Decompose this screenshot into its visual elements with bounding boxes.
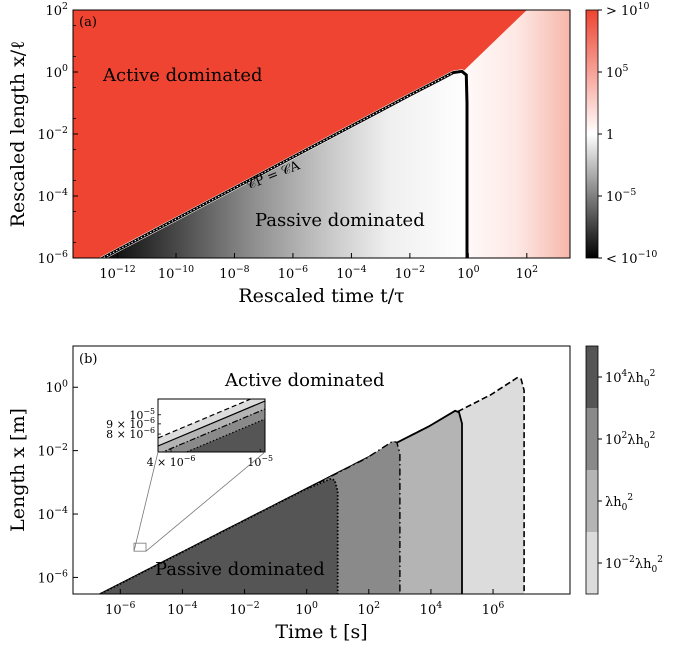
inset-zoom: 4 × 10−6 10−510−59 × 10−68 × 10−6 [106,398,273,552]
x-tick-label-b: 104 [420,600,443,618]
colorbar-tick-label-a: > 1010 [606,1,650,19]
colorbar-ticks-a: > 1010 105 1 10−5 < 10−10 [598,1,657,267]
axis-ticks-b: 10−6 10−4 10−2 100 102 104 106 10−6 10−4 10−2 100 [38,378,505,618]
inset-line [158,399,253,439]
colorbar-tick-label-a: 1 [606,128,614,143]
panel-b: 10−6 10−4 10−2 100 102 104 10610−610−410−2100 … [7,345,663,643]
colorbar-tick-label-a: 105 [606,63,629,81]
colorbar-band-b [586,346,598,408]
x-tick-label-b: 10−6 [105,600,135,618]
y-axis-label-a: Rescaled length x/ℓ [7,41,29,228]
inset-x-tick-label: 10−5 [247,454,273,469]
x-tick-label-a: 102 [516,264,539,282]
y-tick-label-b: 10−4 [38,505,68,523]
colorbar-b: 104λh02 102λh02 λh02 10−2λh02 [585,345,663,595]
plot-frame-b [72,345,571,595]
passive-label-b: Passive dominated [155,559,325,580]
colorbar-band-b [586,408,598,470]
active-label-a: Active dominated [102,65,263,86]
panel-label-a: (a) [79,15,97,30]
colorbar-tick-label-b: 104λh02 [605,369,655,389]
x-tick-label-b: 106 [482,600,505,618]
x-tick-label-a: 10−12 [99,264,135,282]
y-tick-label-a: 10−2 [38,125,68,143]
boundary-dotted [101,72,454,258]
active-label-b: Active dominated [224,370,385,391]
x-tick-label-b: 10−4 [167,600,197,618]
x-tick-label-a: 10−10 [158,264,194,282]
x-tick-label-a: 10−8 [219,264,249,282]
inset-y-tick-label: 10−5 [129,407,155,422]
x-tick-label-a: 10−2 [395,264,425,282]
colorbar-tick-label-b: 102λh02 [605,431,655,451]
x-tick-label-b: 10−2 [229,600,259,618]
panel-label-b: (b) [79,352,97,367]
axis-ticks-a: 10−12 10−10 10−8 10−6 10−4 10−2 100 102 10−6 10−4… [38,1,538,282]
x-tick-label-a: 10−4 [336,264,366,282]
colorbar-a [585,9,599,259]
colorbar-tick-label-b: λh02 [605,493,633,513]
colorbar-tick-label-a: < 10−10 [606,249,657,267]
x-axis-label-a: Rescaled time t/τ [238,285,404,307]
inset-frame [157,398,266,453]
inset-plot [158,399,265,452]
y-tick-label-b: 100 [46,378,69,396]
inset-line [158,400,265,447]
colorbar-band-b [586,470,598,532]
y-tick-label-a: 10−4 [38,187,68,205]
y-tick-label-a: 100 [46,63,69,81]
x-tick-label-b: 100 [295,600,318,618]
x-tick-label-a: 100 [457,264,480,282]
x-tick-label-a: 10−6 [278,264,308,282]
y-tick-label-b: 10−6 [38,569,68,587]
zoom-connector [145,451,266,552]
series-line [98,477,339,594]
y-tick-label-b: 10−2 [38,442,68,460]
zoom-box [133,542,147,552]
regions-b [73,346,570,594]
y-tick-label-a: 10−6 [38,249,68,267]
colorbar-frame-b [585,345,599,595]
passive-label-a: Passive dominated [255,210,425,231]
inset-y-tick-label: 8 × 10−6 [106,426,155,441]
panel-a: 10−12 10−10 10−8 10−6 10−4 10−2 100 102 10−6 10−4… [7,1,657,307]
inset-line [161,408,265,452]
inset-y-tick-label: 9 × 10−6 [106,416,155,431]
heatmap-area [73,10,570,258]
zoom-connector [133,451,159,552]
region-area [100,478,338,594]
colorbar-band-b [586,532,598,594]
colorbar-tick-label-b: 10−2λh02 [605,555,663,575]
right-region [463,10,570,258]
y-tick-label-a: 102 [46,1,69,19]
y-axis-label-b: Length x [m] [7,408,29,532]
colorbar-tick-label-a: 10−5 [606,187,636,205]
x-tick-label-b: 102 [358,600,381,618]
x-axis-label-b: Time t [s] [275,621,367,643]
